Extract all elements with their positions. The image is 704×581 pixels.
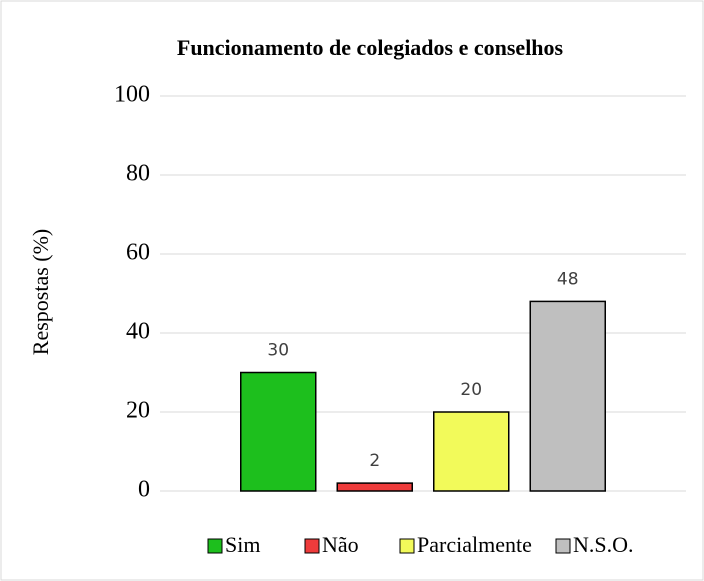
data-label: 48 (557, 269, 579, 289)
data-label: 30 (267, 341, 289, 361)
legend-label: Parcialmente (417, 532, 532, 557)
bar (240, 371, 317, 492)
bar (433, 411, 510, 492)
legend-swatch (555, 538, 571, 554)
chart-title: Funcionamento de colegiados e conselhos (177, 35, 564, 60)
legend-swatch (399, 538, 415, 554)
data-label: 2 (369, 451, 380, 471)
legend-label: N.S.O. (573, 532, 634, 557)
y-tick-label: 80 (126, 161, 150, 187)
legend-swatch (304, 538, 320, 554)
y-axis-label: Respostas (%) (28, 229, 53, 355)
y-tick-label: 60 (126, 240, 150, 266)
data-label: 20 (460, 380, 482, 400)
legend-label: Sim (225, 532, 260, 557)
y-tick-label: 20 (126, 398, 150, 424)
y-tick-label: 100 (114, 82, 150, 108)
y-tick-label: 0 (138, 477, 150, 503)
y-tick-label: 40 (126, 319, 150, 345)
bar (529, 300, 606, 492)
bar (336, 482, 413, 492)
legend-swatch (207, 538, 223, 554)
legend-label: Não (322, 532, 359, 557)
